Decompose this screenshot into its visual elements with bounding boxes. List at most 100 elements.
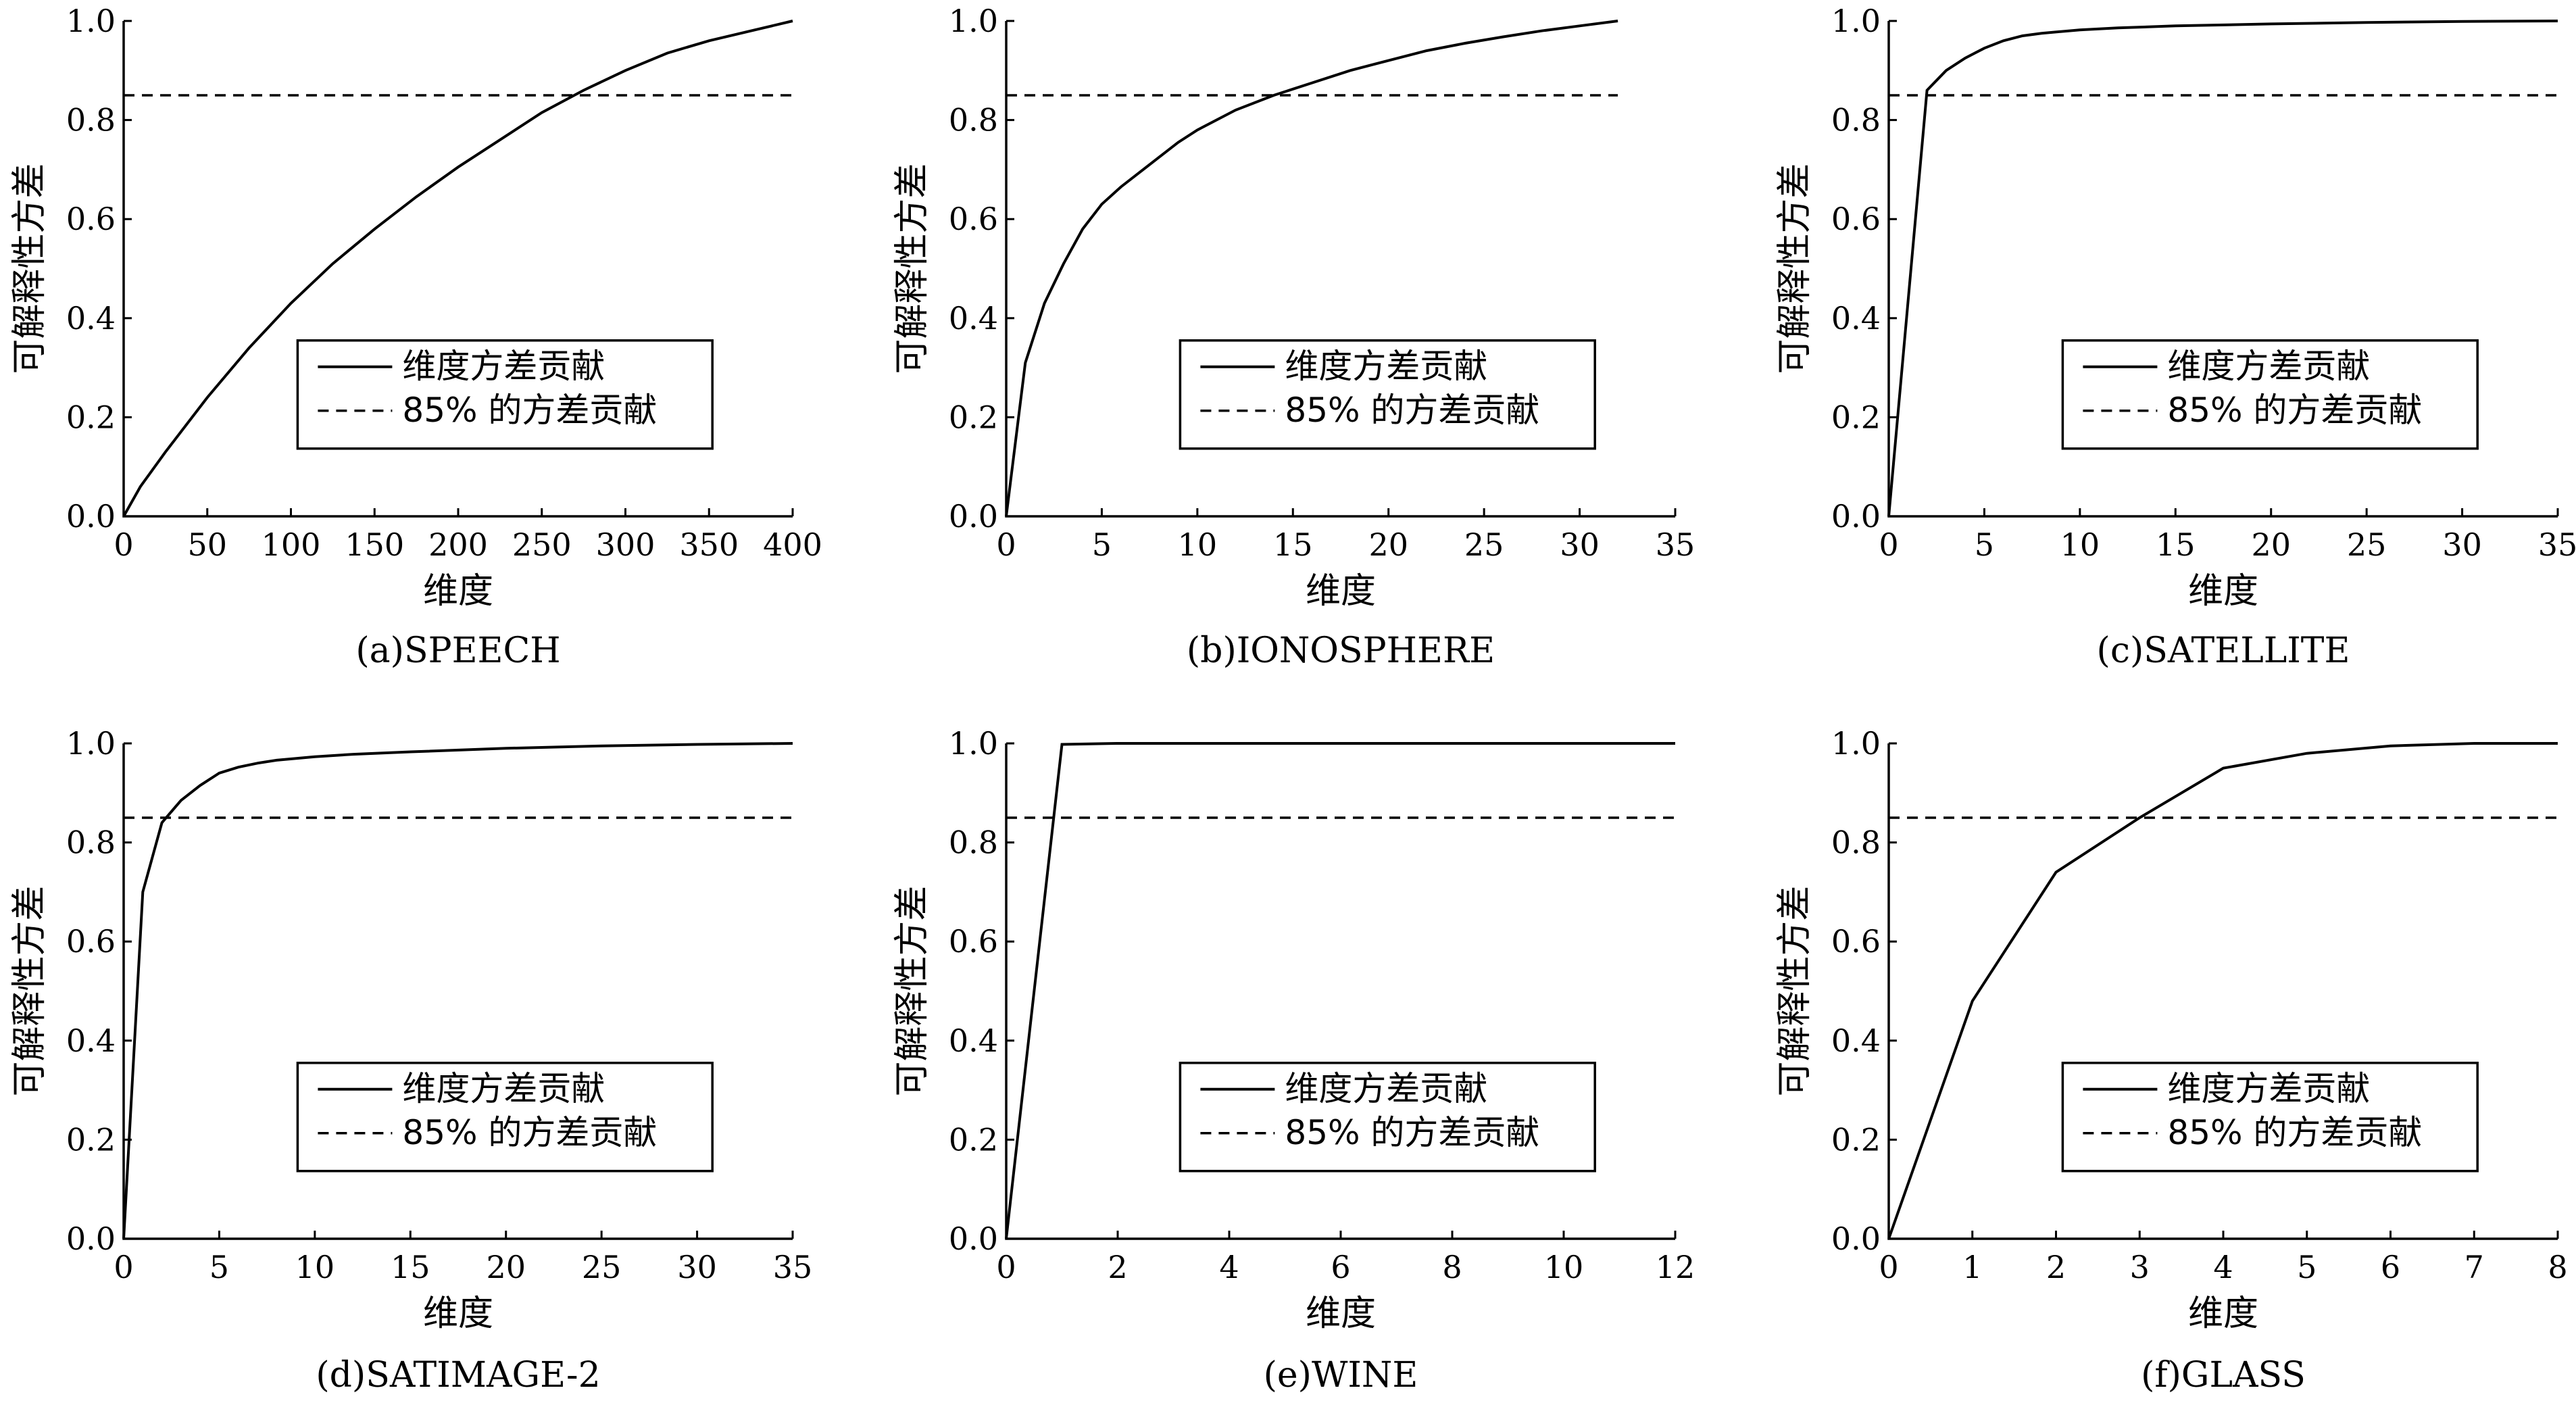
y-tick-label: 0.8 (66, 102, 116, 139)
x-tick-label: 0 (996, 526, 1016, 563)
legend-label: 维度方差贡献 (2167, 347, 2370, 386)
x-tick-label: 100 (262, 526, 321, 563)
y-axis-label: 可解释性方差 (9, 885, 50, 1096)
legend-label: 85% 的方差贡献 (1285, 1113, 1539, 1152)
y-tick-label: 0.8 (66, 824, 116, 861)
x-tick-label: 4 (1219, 1249, 1239, 1285)
chart-panel-6: 0.0 0.2 0.4 0.6 0.8 1.0 0 1 2 3 4 5 6 7 8 维度 可解释性方差 (f)GL… (1775, 725, 2568, 1396)
panel-caption: (e)WINE (1264, 1355, 1418, 1396)
legend-label: 维度方差贡献 (402, 1069, 605, 1108)
x-tick-label: 10 (295, 1249, 335, 1285)
legend-label: 85% 的方差贡献 (402, 1113, 657, 1152)
x-tick-label: 15 (1273, 526, 1313, 563)
y-axis-label: 可解释性方差 (892, 163, 933, 374)
x-tick-label: 150 (345, 526, 404, 563)
x-tick-label: 30 (677, 1249, 717, 1285)
x-tick-label: 8 (2548, 1249, 2567, 1285)
x-tick-label: 6 (2381, 1249, 2400, 1285)
chart-panel-4: 0.0 0.2 0.4 0.6 0.8 1.0 0 5 10 15 20 25 30 35 维度 可解释性方差… (9, 725, 812, 1396)
y-tick-label: 0.2 (949, 399, 998, 435)
x-tick-label: 4 (2213, 1249, 2233, 1285)
y-tick-label: 0.4 (66, 1022, 116, 1059)
variance-curve (122, 742, 793, 1239)
y-tick-label: 1.0 (66, 3, 116, 39)
y-tick-label: 1.0 (66, 725, 116, 762)
panel-caption: (b)IONOSPHERE (1187, 631, 1495, 671)
y-tick-label: 0.6 (66, 201, 116, 237)
legend-box (296, 339, 714, 450)
y-tick-label: 0.2 (66, 399, 116, 435)
variance-curve (122, 20, 793, 517)
y-tick-label: 1.0 (949, 3, 998, 39)
y-axis-label: 可解释性方差 (1775, 163, 1815, 374)
x-axis-label: 维度 (2188, 571, 2258, 612)
variance-curve (1005, 742, 1675, 1239)
legend-label: 85% 的方差贡献 (402, 391, 657, 430)
y-tick-label: 0.4 (1831, 1022, 1881, 1059)
y-tick-label: 0.2 (1831, 1121, 1881, 1158)
chart-panel-1: 0.0 0.2 0.4 0.6 0.8 1.0 0 50 100 150 200 250 300 350 4… (9, 3, 822, 671)
y-tick-label: 0.0 (66, 498, 116, 535)
x-tick-label: 30 (2442, 526, 2482, 563)
x-axis-label: 维度 (1306, 571, 1376, 612)
x-tick-label: 2 (2046, 1249, 2066, 1285)
x-tick-label: 25 (1464, 526, 1504, 563)
y-tick-label: 0.6 (949, 201, 998, 237)
x-axis-label: 维度 (2188, 1293, 2258, 1334)
x-axis-label: 维度 (1306, 1293, 1376, 1334)
variance-curve (1005, 20, 1618, 517)
x-axis-label: 维度 (423, 1293, 493, 1334)
y-tick-label: 0.0 (66, 1221, 116, 1257)
x-tick-label: 5 (1975, 526, 1994, 563)
chart-panel-3: 0.0 0.2 0.4 0.6 0.8 1.0 0 5 10 15 20 25 30 35 维度 可解释性方差… (1775, 3, 2576, 671)
x-axis-label: 维度 (423, 571, 493, 612)
x-tick-label: 250 (512, 526, 572, 563)
x-tick-label: 15 (2156, 526, 2196, 563)
y-tick-label: 0.8 (949, 102, 998, 139)
y-tick-label: 0.8 (1831, 824, 1881, 861)
legend-label: 维度方差贡献 (1285, 1069, 1487, 1108)
variance-curve (1887, 742, 2558, 1239)
y-tick-label: 1.0 (1831, 725, 1881, 762)
y-tick-label: 0.6 (1831, 923, 1881, 960)
y-tick-label: 0.8 (949, 824, 998, 861)
x-tick-label: 0 (1879, 526, 1898, 563)
x-tick-label: 0 (114, 1249, 133, 1285)
y-tick-label: 0.0 (949, 498, 998, 535)
x-tick-label: 10 (1178, 526, 1218, 563)
x-tick-label: 10 (2060, 526, 2100, 563)
x-tick-label: 10 (1544, 1249, 1584, 1285)
y-tick-label: 0.4 (66, 300, 116, 337)
y-tick-label: 0.4 (1831, 300, 1881, 337)
legend-label: 85% 的方差贡献 (2167, 391, 2422, 430)
legend-label: 维度方差贡献 (1285, 347, 1487, 386)
x-tick-label: 3 (2130, 1249, 2150, 1285)
legend-box (2061, 339, 2479, 450)
x-tick-label: 5 (2297, 1249, 2317, 1285)
legend-label: 85% 的方差贡献 (2167, 1113, 2422, 1152)
panel-caption: (d)SATIMAGE-2 (316, 1355, 600, 1396)
x-tick-label: 6 (1331, 1249, 1350, 1285)
y-tick-label: 0.0 (1831, 498, 1881, 535)
y-tick-label: 1.0 (949, 725, 998, 762)
x-tick-label: 300 (596, 526, 655, 563)
x-tick-label: 30 (1560, 526, 1600, 563)
y-tick-label: 0.4 (949, 300, 998, 337)
x-tick-label: 35 (773, 1249, 813, 1285)
y-tick-label: 0.0 (949, 1221, 998, 1257)
y-tick-label: 0.2 (1831, 399, 1881, 435)
legend-label: 维度方差贡献 (402, 347, 605, 386)
x-tick-label: 15 (391, 1249, 430, 1285)
y-axis-label: 可解释性方差 (9, 163, 50, 374)
y-axis-label: 可解释性方差 (1775, 885, 1815, 1096)
x-tick-label: 0 (1879, 1249, 1898, 1285)
x-tick-label: 12 (1656, 1249, 1695, 1285)
x-tick-label: 25 (582, 1249, 622, 1285)
x-tick-label: 20 (1368, 526, 1408, 563)
x-tick-label: 7 (2464, 1249, 2484, 1285)
y-tick-label: 0.0 (1831, 1221, 1881, 1257)
y-tick-label: 1.0 (1831, 3, 1881, 39)
y-tick-label: 0.6 (949, 923, 998, 960)
variance-curve (1887, 20, 2558, 517)
